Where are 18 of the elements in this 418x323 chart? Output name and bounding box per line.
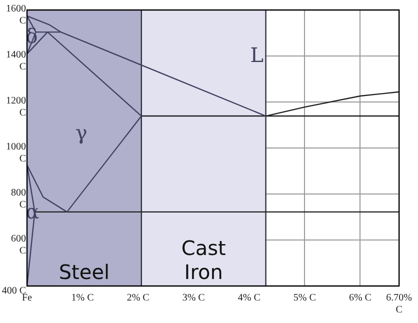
- y-tick-label: 1000 C: [6, 142, 26, 165]
- x-tick-label: 6.70% C: [386, 292, 412, 316]
- y-tick-label: 1600 C: [6, 4, 26, 27]
- x-tick-label: 1% C: [71, 292, 94, 304]
- x-tick-label: 2% C: [126, 292, 150, 304]
- band-label: Steel: [58, 260, 110, 284]
- x-tick-label: 5% C: [293, 292, 316, 304]
- y-tick-label: 600 C: [11, 234, 26, 257]
- x-tick-label: 3% C: [182, 292, 206, 304]
- x-tick-label: Fe: [22, 292, 33, 304]
- y-tick-label: 1400 C: [6, 50, 26, 73]
- x-tick-label: 6% C: [348, 292, 372, 304]
- annotation: L: [250, 43, 264, 68]
- y-tick-label: 1200 C: [6, 96, 26, 119]
- band-label: Cast Iron: [181, 236, 226, 284]
- x-tick-label: 4% C: [238, 292, 261, 304]
- y-tick-label: 800 C: [11, 188, 26, 211]
- annotation: γ: [75, 120, 88, 144]
